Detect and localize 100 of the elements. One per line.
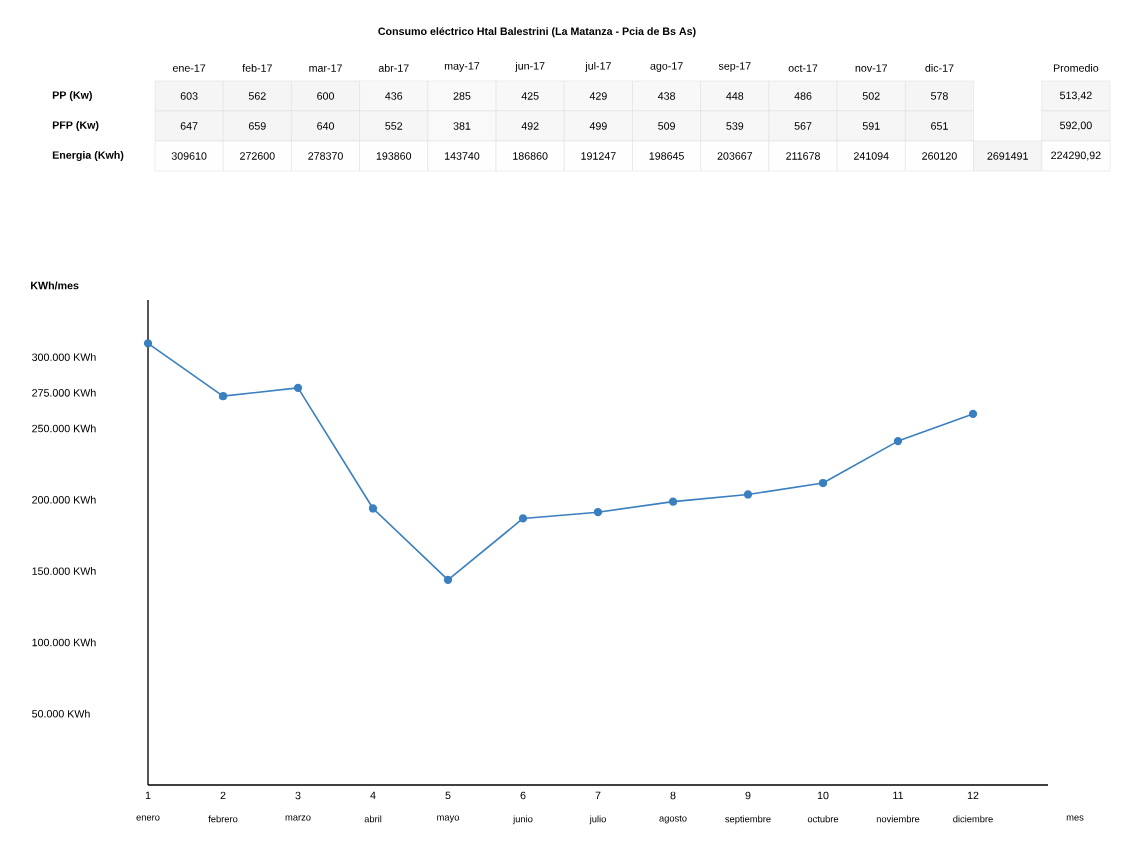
x-tick-label: ene-17	[172, 64, 206, 72]
x-tick-label: 12	[967, 791, 979, 800]
data-label: 492	[521, 122, 539, 130]
data-label: 224290,92	[1051, 151, 1101, 161]
y-tick-label: 150.000 KWh	[32, 567, 96, 575]
point	[518, 514, 528, 523]
x-tick-label: ago-17	[650, 62, 683, 72]
data-label: 203667	[717, 152, 753, 160]
data-label: 486	[794, 92, 812, 100]
point	[743, 490, 753, 499]
x-tick-label: nov-17	[855, 64, 888, 72]
text: noviembre	[876, 815, 920, 823]
data-label: 513,42	[1060, 91, 1092, 101]
data-label: 567	[794, 122, 812, 130]
data-label: 191247	[581, 152, 616, 160]
y-tick-label: 275.000 KWh	[32, 388, 96, 397]
text: agosto	[659, 815, 687, 824]
x-tick-label: may-17	[444, 62, 480, 72]
text: junio	[512, 815, 533, 825]
data-label: 285	[453, 92, 471, 100]
data-label: 592,00	[1060, 121, 1092, 131]
x-tick-label: 4	[370, 791, 376, 799]
y-tick-label: 100.000 KWh	[32, 638, 96, 647]
x-tick-label: Promedio	[1053, 63, 1099, 72]
x-tick-label: 8	[670, 791, 676, 800]
x-tick-label: oct-17	[788, 64, 818, 72]
data-label: 309610	[171, 152, 207, 160]
y-tick-label: Energia (Kwh)	[52, 150, 124, 161]
data-label: 647	[180, 122, 198, 130]
x-tick-label: 6	[520, 791, 526, 800]
data-label: 578	[930, 92, 948, 100]
y-tick-label: PFP (Kw)	[52, 121, 99, 131]
point	[143, 339, 153, 348]
x-tick-label: abr-17	[378, 63, 409, 72]
data-label: 211678	[786, 152, 820, 160]
point	[593, 508, 603, 517]
data-label: 260120	[922, 152, 957, 160]
text: septiembre	[725, 815, 771, 825]
point	[368, 504, 378, 513]
data-label: 600	[317, 92, 335, 100]
x-tick-label: 11	[893, 791, 904, 799]
point	[218, 392, 228, 401]
data-label: 278370	[308, 152, 343, 160]
text: diciembre	[953, 815, 993, 823]
x-tick-label: jun-17	[515, 61, 545, 72]
data-label: 502	[862, 92, 880, 100]
point	[668, 497, 678, 506]
x-tick-label: 5	[445, 791, 451, 800]
y-tick-label: 300.000 KWh	[32, 353, 96, 361]
data-label: 640	[317, 122, 335, 130]
x-tick-label: dic-17	[925, 63, 954, 72]
data-label: 591	[862, 122, 880, 130]
data-label: 143740	[444, 152, 480, 160]
x-tick-label: jul-17	[585, 61, 611, 72]
data-label: 198645	[649, 152, 684, 160]
data-label: 436	[385, 92, 403, 100]
data-label: 499	[589, 122, 607, 130]
y-axis-title: KWh/mes	[31, 281, 79, 290]
data-label: 448	[726, 92, 744, 100]
data-label: 659	[248, 122, 266, 130]
point	[818, 478, 828, 488]
data-label: 193860	[376, 152, 412, 160]
data-label: 651	[931, 122, 948, 130]
x-tick-label: 2	[220, 791, 226, 800]
data-label: 429	[589, 92, 607, 100]
data-label: 2691491	[987, 152, 1028, 160]
x-tick-label: 7	[595, 791, 601, 799]
data-label: 509	[658, 122, 675, 130]
y-tick-label: 50.000 KWh	[32, 709, 90, 718]
text: julio	[589, 815, 606, 825]
x-tick-label: 10	[817, 791, 829, 800]
y-tick-label: 200.000 KWh	[32, 495, 96, 504]
data-label: 272600	[240, 152, 275, 160]
data-label: 562	[248, 92, 266, 100]
text: mayo	[437, 815, 460, 823]
data-label: 186860	[513, 152, 548, 160]
x-axis-title: mes	[1066, 815, 1084, 821]
text: enero	[136, 815, 160, 821]
point	[443, 575, 453, 585]
data-label: 438	[657, 92, 676, 100]
data-label: 552	[385, 122, 403, 130]
chart-title: Consumo eléctrico Htal Balestrini (La Matanza - Pcia de Bs As)	[378, 27, 696, 38]
x-tick-label: 3	[295, 791, 301, 800]
data-label: 539	[726, 122, 744, 130]
x-tick-label: 1	[145, 791, 151, 799]
text: abril	[364, 815, 382, 823]
text: marzo	[285, 815, 311, 821]
y-tick-label: PP (Kw)	[52, 91, 92, 101]
text: febrero	[208, 815, 238, 823]
point	[968, 409, 978, 419]
x-tick-label: feb-17	[242, 63, 272, 72]
data-label: 603	[180, 92, 198, 100]
point	[893, 436, 903, 446]
data-label: 241094	[854, 152, 889, 160]
text: octubre	[807, 815, 839, 823]
data-label: 425	[521, 92, 539, 100]
point	[293, 383, 303, 393]
x-tick-label: mar-17	[309, 64, 342, 72]
y-tick-label: 250.000 KWh	[32, 424, 96, 433]
x-tick-label: sep-17	[718, 62, 751, 72]
